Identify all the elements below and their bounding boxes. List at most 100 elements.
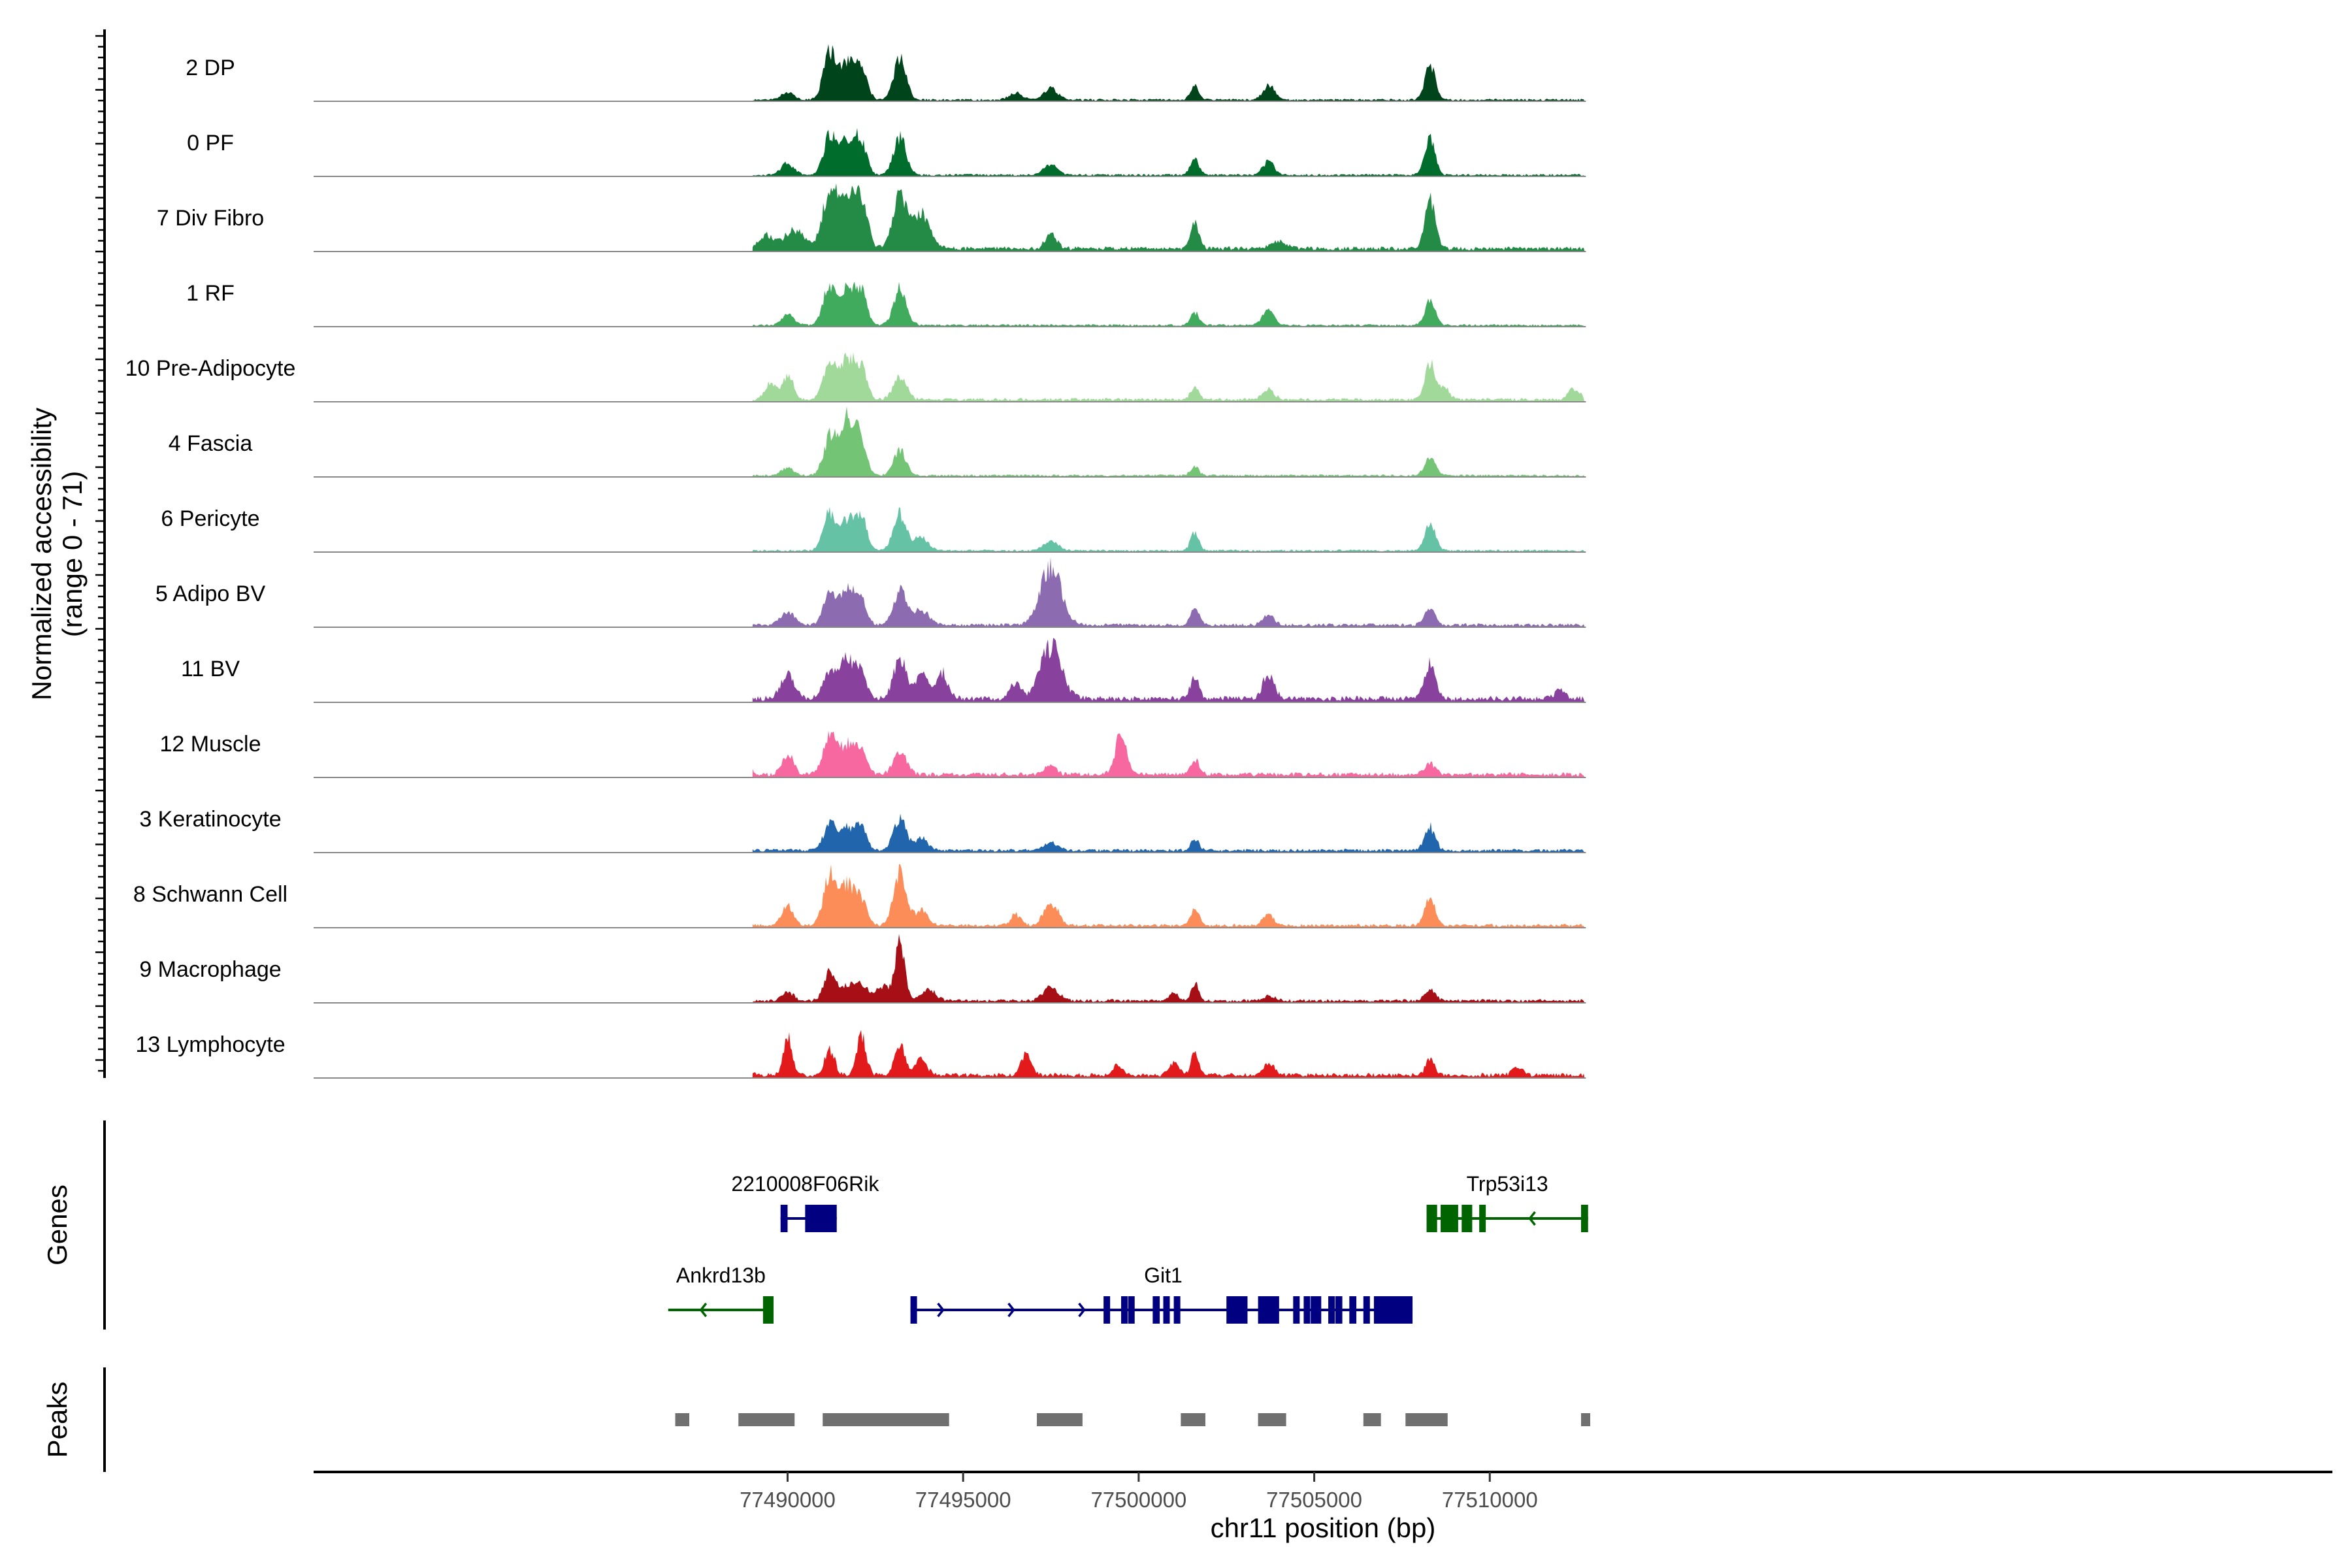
y-axis-label-line2: (range 0 - 71) [57, 471, 88, 637]
coverage-track: 6 Pericyte [161, 506, 1586, 553]
coverage-track: 5 Adipo BV [155, 557, 1586, 628]
coverage-track: 2 DP [186, 44, 1586, 102]
coverage-area [752, 282, 1585, 327]
coverage-area [752, 352, 1585, 402]
gene-exon [1363, 1296, 1370, 1324]
gene-exon [1163, 1296, 1170, 1324]
track-label: 4 Fascia [169, 431, 253, 456]
peak-track [675, 1413, 1590, 1426]
gene-exon [1335, 1296, 1343, 1324]
coverage-track: 13 Lymphocyte [135, 1030, 1586, 1079]
coverage-area [752, 183, 1585, 252]
x-tick-label: 77490000 [740, 1488, 836, 1512]
gene-exon [1173, 1296, 1181, 1324]
track-label: 5 Adipo BV [155, 581, 266, 606]
gene-exon [1373, 1296, 1413, 1324]
x-tick-label: 77505000 [1266, 1488, 1362, 1512]
gene-exon [762, 1296, 774, 1324]
track-label: 12 Muscle [160, 732, 261, 757]
gene-annotation-track: 2210008F06Rik Trp53i13 Ankrd13b Git1 [668, 1172, 1588, 1324]
track-label: 11 BV [181, 657, 240, 681]
coverage-area [752, 1030, 1585, 1078]
coverage-area [752, 44, 1585, 101]
gene-exon [1103, 1296, 1111, 1324]
gene-model: Git1 [910, 1264, 1413, 1324]
strand-arrow [1528, 1211, 1536, 1226]
coverage-track: 8 Schwann Cell [133, 864, 1586, 928]
coverage-track: 9 Macrophage [139, 934, 1586, 1004]
coverage-y-ticks [95, 35, 105, 1072]
gene-exon [1258, 1296, 1279, 1324]
gene-exon [1128, 1296, 1135, 1324]
coverage-area [752, 127, 1585, 176]
strand-arrow [1007, 1302, 1015, 1318]
strand-arrow [699, 1302, 708, 1318]
gene-exon [1328, 1296, 1335, 1324]
track-label: 3 Keratinocyte [139, 807, 281, 832]
track-label: 2 DP [186, 56, 235, 80]
gene-exon [1479, 1205, 1486, 1232]
x-tick-label: 77495000 [915, 1488, 1011, 1512]
coverage-track: 3 Keratinocyte [139, 807, 1586, 853]
gene-exon [1462, 1205, 1473, 1232]
coverage-track: 12 Muscle [160, 730, 1586, 778]
gene-exon [1303, 1296, 1311, 1324]
gene-exon [1226, 1296, 1248, 1324]
peak-region [675, 1413, 690, 1426]
coverage-area [752, 406, 1585, 477]
peak-region [1037, 1413, 1083, 1426]
coverage-area [752, 638, 1585, 702]
track-label: 6 Pericyte [161, 506, 259, 531]
gene-exon [1293, 1296, 1300, 1324]
track-label: 8 Schwann Cell [133, 882, 287, 907]
coverage-area [752, 730, 1585, 777]
peak-region [1405, 1413, 1448, 1426]
peak-region [1258, 1413, 1286, 1426]
peak-region [738, 1413, 795, 1426]
gene-exon [805, 1205, 837, 1232]
strand-arrow [1078, 1302, 1086, 1318]
gene-model: Trp53i13 [1426, 1172, 1588, 1232]
coverage-track: 4 Fascia [169, 406, 1586, 478]
gene-exon [780, 1205, 788, 1232]
y-axis-label-line1: Normalized accessibility [26, 408, 57, 700]
track-label: 0 PF [187, 131, 234, 155]
gene-model: Ankrd13b [668, 1264, 774, 1324]
track-label: 9 Macrophage [139, 957, 281, 982]
x-tick-label: 77500000 [1090, 1488, 1186, 1512]
gene-exon [1152, 1296, 1160, 1324]
track-label: 1 RF [186, 281, 235, 306]
peak-region [1181, 1413, 1205, 1426]
gene-label: Git1 [1144, 1264, 1183, 1287]
gene-exon [1441, 1205, 1458, 1232]
y-axis-label: Normalized accessibility (range 0 - 71) [26, 408, 88, 700]
gene-exon [910, 1296, 917, 1324]
peak-region [1363, 1413, 1381, 1426]
track-label: 7 Div Fibro [157, 206, 264, 231]
x-axis-ticks: 77490000 77495000 77500000 77505000 77510000 [740, 1472, 1538, 1512]
coverage-area [752, 813, 1585, 853]
coverage-track: 1 RF [186, 281, 1586, 327]
gene-label: 2210008F06Rik [731, 1172, 879, 1196]
track-label: 10 Pre-Adipocyte [125, 356, 296, 381]
coverage-area [752, 864, 1585, 928]
gene-label: Ankrd13b [676, 1264, 766, 1287]
genes-panel-label: Genes [42, 1184, 73, 1266]
coverage-track: 7 Div Fibro [157, 183, 1586, 252]
coverage-tracks: 2 DP 0 PF 7 Div Fibro 1 RF 10 Pre-Adipocyte 4… [125, 44, 1586, 1079]
coverage-track: 0 PF [187, 127, 1586, 177]
strand-arrow [937, 1302, 945, 1318]
peak-region [823, 1413, 949, 1426]
peak-region [1580, 1413, 1590, 1426]
gene-exon [1426, 1205, 1437, 1232]
coverage-track: 11 BV [181, 638, 1586, 703]
track-label: 13 Lymphocyte [135, 1032, 285, 1057]
coverage-area [752, 506, 1585, 552]
gene-label: Trp53i13 [1467, 1172, 1548, 1196]
gene-exon [1311, 1296, 1322, 1324]
gene-exon [1121, 1296, 1128, 1324]
x-axis-label: chr11 position (bp) [1211, 1512, 1436, 1543]
coverage-track: 10 Pre-Adipocyte [125, 352, 1586, 402]
x-tick-label: 77510000 [1442, 1488, 1538, 1512]
